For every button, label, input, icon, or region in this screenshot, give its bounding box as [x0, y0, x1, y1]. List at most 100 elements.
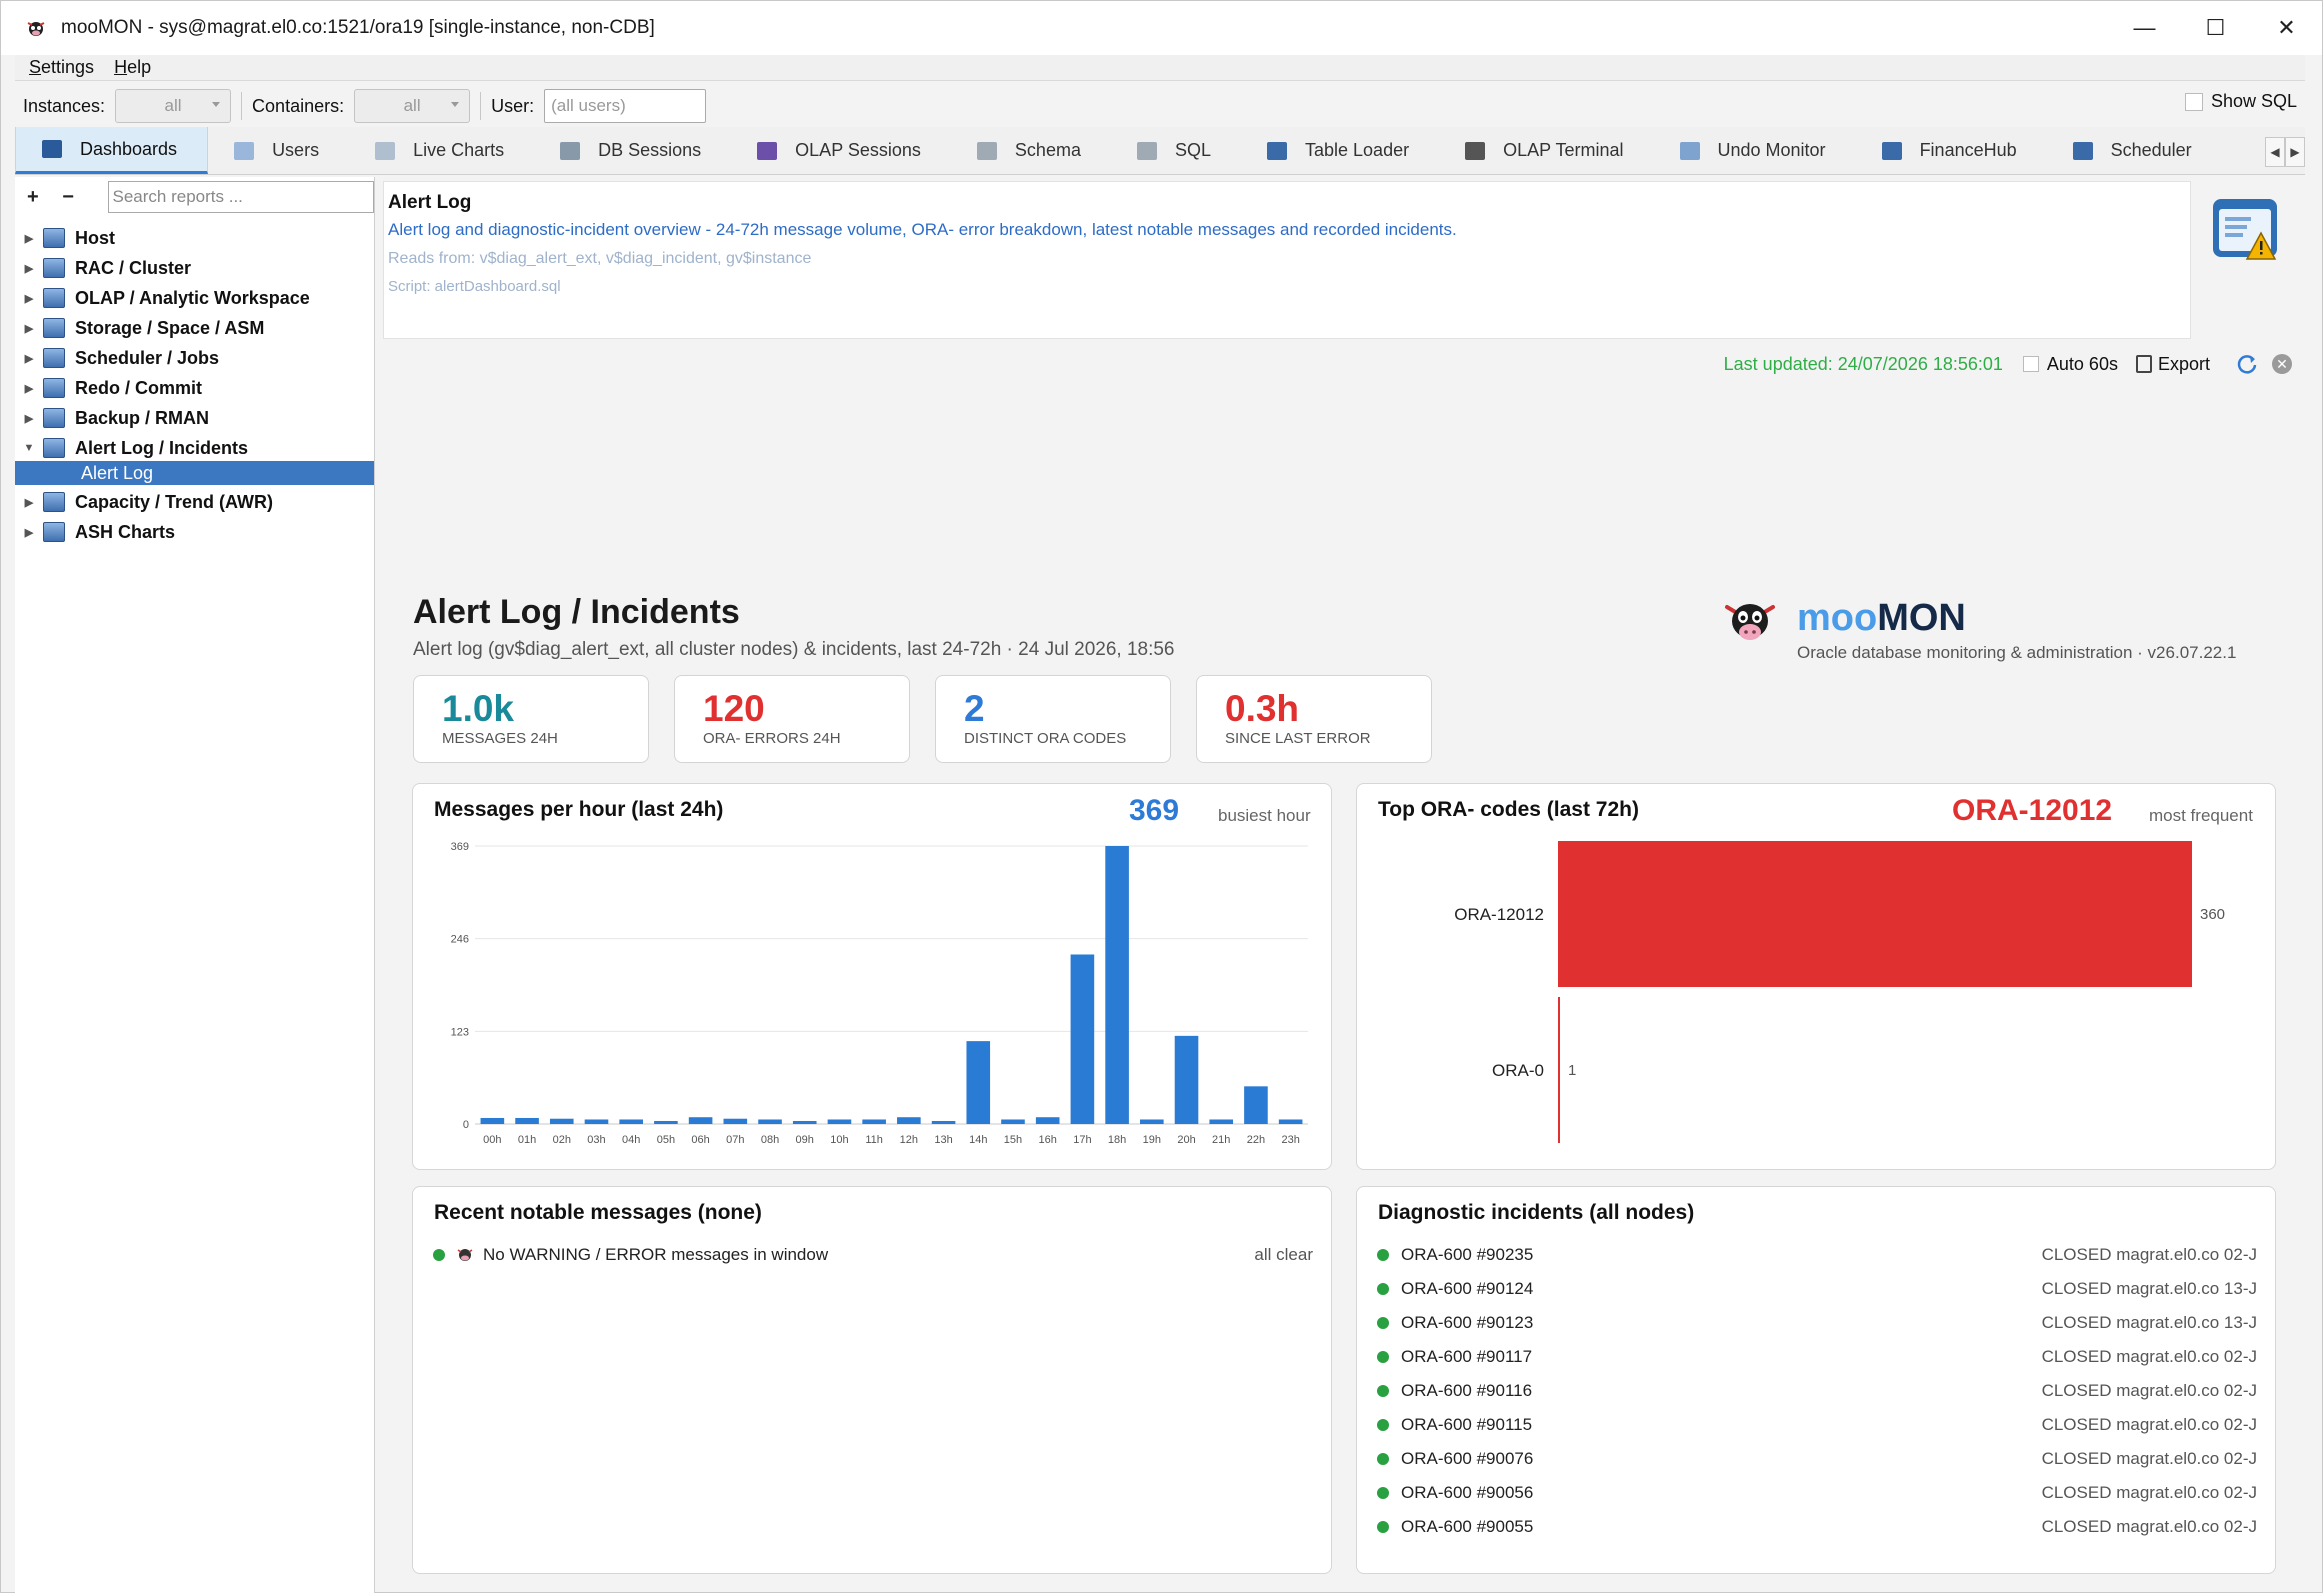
menu-help[interactable]: Help [114, 57, 152, 77]
remove-report-button[interactable]: − [62, 185, 74, 208]
incident-row[interactable]: ORA-600 #90123 CLOSED magrat.el0.co 13-J [1377, 1306, 2257, 1340]
tree-leaf-alert-log[interactable]: Alert Log [15, 461, 374, 485]
tab-db-sessions[interactable]: DB Sessions [534, 127, 731, 174]
chevron-down-icon [451, 102, 460, 107]
users-icon [234, 141, 255, 160]
expand-arrow-icon[interactable]: ▶ [24, 262, 34, 275]
tree-node-capacity[interactable]: ▶ Capacity / Trend (AWR) [15, 487, 374, 517]
cow-app-icon [27, 22, 45, 36]
hour-bar [827, 1119, 852, 1124]
tree-node-backup[interactable]: ▶ Backup / RMAN [15, 403, 374, 433]
brand-mon: MON [1877, 597, 1966, 639]
status-dot [1377, 1453, 1389, 1465]
hour-bar [723, 1118, 748, 1124]
incident-detail: CLOSED magrat.el0.co 02-J [2041, 1449, 2257, 1468]
incident-row[interactable]: ORA-600 #90115 CLOSED magrat.el0.co 02-J [1377, 1408, 2257, 1442]
tab-users[interactable]: Users [208, 127, 349, 174]
tree-node-olap[interactable]: ▶ OLAP / Analytic Workspace [15, 283, 374, 313]
tab-scroll-left-button[interactable]: ◀ [2265, 137, 2285, 167]
x-tick-label: 22h [1247, 1134, 1265, 1146]
tab-olap-terminal[interactable]: OLAP Terminal [1439, 127, 1653, 174]
tab-sql[interactable]: SQL [1111, 127, 1241, 174]
tab-dashboards[interactable]: Dashboards [15, 127, 209, 174]
x-tick-label: 09h [796, 1134, 814, 1146]
tree-node-scheduler[interactable]: ▶ Scheduler / Jobs [15, 343, 374, 373]
close-report-icon[interactable]: ✕ [2272, 354, 2292, 374]
tree-node-host[interactable]: ▶ Host [15, 223, 374, 253]
tree-node-alert-log[interactable]: ▼ Alert Log / Incidents [15, 433, 374, 463]
list-item: No WARNING / ERROR messages in window al… [433, 1238, 1313, 1272]
expand-arrow-icon[interactable]: ▶ [24, 292, 34, 305]
x-tick-label: 04h [622, 1134, 640, 1146]
incident-row[interactable]: ORA-600 #90056 CLOSED magrat.el0.co 02-J [1377, 1476, 2257, 1510]
kpi-card: 1.0k MESSAGES 24H [413, 675, 649, 763]
tab-scheduler[interactable]: Scheduler [2047, 127, 2222, 174]
tab-table-loader[interactable]: Table Loader [1241, 127, 1439, 174]
collapse-arrow-icon[interactable]: ▼ [23, 442, 35, 454]
menu-settings[interactable]: Settings [29, 57, 95, 77]
incident-row[interactable]: ORA-600 #90124 CLOSED magrat.el0.co 13-J [1377, 1272, 2257, 1306]
tab-financehub[interactable]: FinanceHub [1856, 127, 2047, 174]
code-value-label: 1 [1568, 1062, 1576, 1079]
tab-olap-sessions[interactable]: OLAP Sessions [731, 127, 951, 174]
instances-select[interactable]: all [115, 89, 232, 123]
status-dot [1377, 1283, 1389, 1295]
brand-moo: moo [1797, 597, 1878, 639]
incident-row[interactable]: ORA-600 #90235 CLOSED magrat.el0.co 02-J [1377, 1238, 2257, 1272]
tab-live-charts[interactable]: Live Charts [349, 127, 534, 174]
x-tick-label: 18h [1108, 1134, 1126, 1146]
x-tick-label: 21h [1212, 1134, 1230, 1146]
minimize-button[interactable]: — [2133, 15, 2156, 40]
maximize-button[interactable]: ☐ [2205, 15, 2226, 40]
expand-arrow-icon[interactable]: ▶ [24, 232, 34, 245]
auto-refresh-toggle[interactable]: Auto 60s [2022, 354, 2118, 375]
expand-arrow-icon[interactable]: ▶ [24, 496, 34, 509]
tab-undo-monitor[interactable]: Undo Monitor [1654, 127, 1856, 174]
tab-label: Table Loader [1305, 140, 1410, 160]
add-report-button[interactable]: + [27, 185, 39, 208]
hour-bar [1140, 1119, 1164, 1124]
tab-schema[interactable]: Schema [951, 127, 1111, 174]
most-frequent-note: most frequent [2149, 806, 2253, 825]
show-sql-checkbox[interactable] [2184, 92, 2203, 111]
refresh-icon[interactable] [2236, 353, 2258, 375]
expand-arrow-icon[interactable]: ▶ [24, 526, 34, 539]
expand-arrow-icon[interactable]: ▶ [24, 382, 34, 395]
incident-id: ORA-600 #90116 [1401, 1381, 1533, 1400]
brand-tagline: Oracle database monitoring & administrat… [1797, 643, 2237, 662]
incident-row[interactable]: ORA-600 #90076 CLOSED magrat.el0.co 02-J [1377, 1442, 2257, 1476]
expand-arrow-icon[interactable]: ▶ [24, 352, 34, 365]
window-title: mooMON - sys@magrat.el0.co:1521/ora19 [s… [61, 17, 655, 38]
brand-block: mooMON Oracle database monitoring & admi… [1721, 597, 2281, 667]
incident-row[interactable]: ORA-600 #90055 CLOSED magrat.el0.co 02-J [1377, 1510, 2257, 1544]
incidents-title: Diagnostic incidents (all nodes) [1378, 1201, 1695, 1224]
tab-scroll-right-button[interactable]: ▶ [2285, 137, 2305, 167]
tree-node-redo[interactable]: ▶ Redo / Commit [15, 373, 374, 403]
incident-row[interactable]: ORA-600 #90116 CLOSED magrat.el0.co 02-J [1377, 1374, 2257, 1408]
incident-row[interactable]: ORA-600 #90117 CLOSED magrat.el0.co 02-J [1377, 1340, 2257, 1374]
user-label: User: [491, 95, 535, 116]
messages-bar-chart: 0 123 246 369 00h 01h 02h 03h 04h 05h 06h 07h 08h 09h… [451, 841, 1308, 1146]
report-description: Alert log and diagnostic-incident overvi… [388, 220, 1457, 239]
close-window-button[interactable]: ✕ [2277, 15, 2296, 40]
export-button[interactable]: Export [2135, 354, 2210, 375]
containers-select[interactable]: all [354, 89, 471, 123]
user-input[interactable]: (all users) [544, 89, 707, 123]
search-reports-input[interactable]: Search reports ... [107, 181, 374, 213]
tree-node-rac[interactable]: ▶ RAC / Cluster [15, 253, 374, 283]
tree-node-storage[interactable]: ▶ Storage / Space / ASM [15, 313, 374, 343]
incident-detail: CLOSED magrat.el0.co 02-J [2041, 1347, 2257, 1366]
report-header: Alert Log Alert log and diagnostic-incid… [383, 181, 2191, 339]
x-tick-label: 05h [657, 1134, 675, 1146]
x-tick-label: 16h [1039, 1134, 1057, 1146]
expand-arrow-icon[interactable]: ▶ [24, 322, 34, 335]
code-label: ORA-0 [1492, 1061, 1544, 1080]
expand-arrow-icon[interactable]: ▶ [24, 412, 34, 425]
x-tick-label: 15h [1004, 1134, 1022, 1146]
tree-node-ash[interactable]: ▶ ASH Charts [15, 517, 374, 547]
code-bar [1558, 997, 1560, 1143]
auto-refresh-checkbox[interactable] [2022, 356, 2039, 372]
incident-detail: CLOSED magrat.el0.co 02-J [2041, 1381, 2257, 1400]
show-sql-toggle[interactable]: Show SQL [2184, 91, 2297, 112]
hour-bar [862, 1119, 886, 1124]
